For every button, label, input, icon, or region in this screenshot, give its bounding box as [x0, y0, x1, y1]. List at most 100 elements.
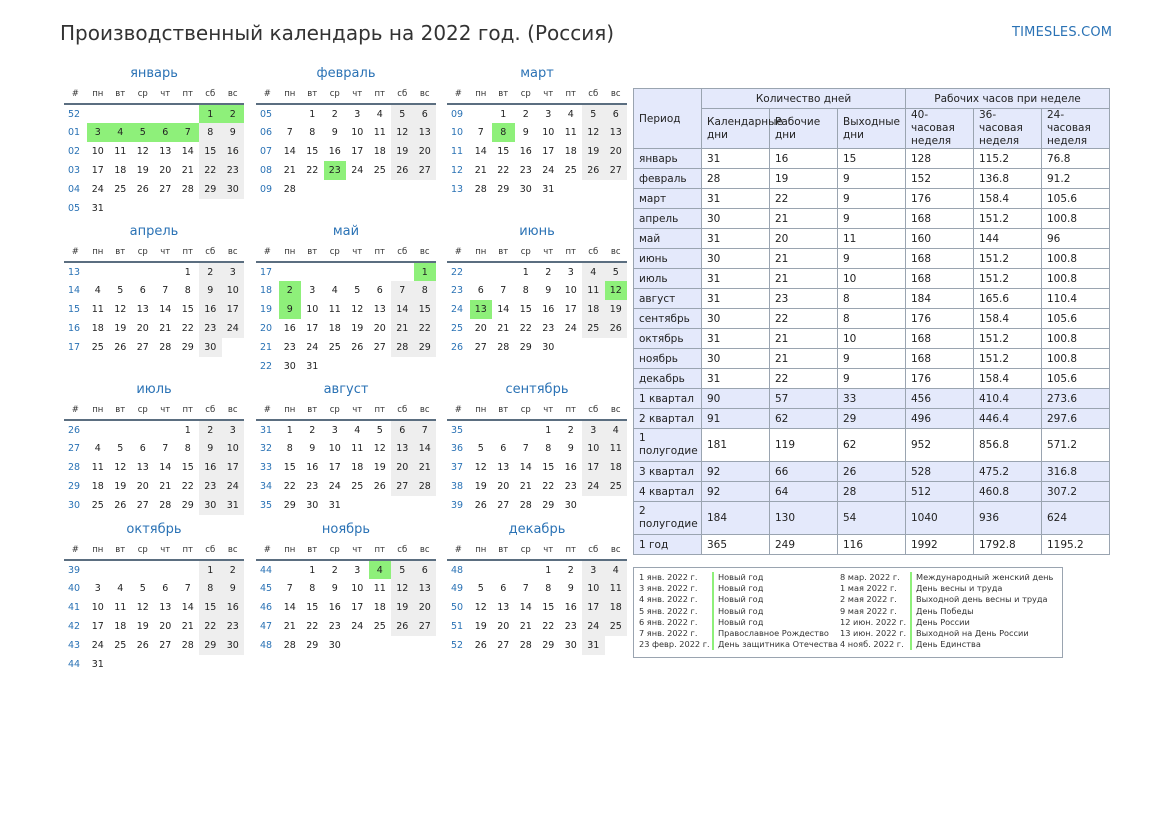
value-cell: 100.8: [1041, 268, 1110, 289]
weekday-header: чт: [154, 400, 177, 421]
day-cell: 20: [497, 621, 510, 632]
weekday-header: вт: [109, 242, 132, 263]
site-link[interactable]: TIMESLES.COM: [1012, 25, 1113, 40]
day-cell: 19: [351, 323, 364, 334]
day-cell: 18: [114, 621, 127, 632]
day-cell: 30: [283, 361, 296, 372]
week-row: 47 21 22 23 24 25 26 27: [256, 617, 436, 636]
day-cell: 12: [114, 462, 127, 473]
value-cell: 152: [905, 168, 974, 189]
weekday-header: вт: [109, 400, 132, 421]
day-cell: [414, 180, 437, 199]
weekday-header: вс: [221, 400, 244, 421]
weekday-header-row: # пн вт ср чт пт сб вс: [256, 400, 436, 421]
day-cell: 8: [522, 285, 529, 296]
day-cell: 19: [474, 621, 487, 632]
weekday-header: пн: [278, 84, 301, 105]
day-cell: 16: [542, 304, 555, 315]
weekday-header-row: # пн вт ср чт пт сб вс: [447, 242, 627, 263]
day-cell: 20: [497, 481, 510, 492]
stats-row: 2 полугодие 184 130 54 1040 936 624: [633, 501, 1110, 535]
day-cell: 4: [604, 420, 627, 439]
week-number: 31: [260, 424, 273, 436]
day-cell: 6: [139, 443, 146, 454]
holiday-date: 1 мая 2022 г.: [840, 583, 897, 594]
week-row: 25 20 21 22 23 24 25 26: [447, 319, 627, 338]
weekday-header: чт: [346, 400, 369, 421]
week-number: 22: [451, 266, 464, 278]
day-cell: 20: [391, 458, 414, 477]
value-cell: 316.8: [1041, 461, 1110, 482]
day-cell: 10: [351, 127, 364, 138]
holiday-date: 9 мая 2022 г.: [840, 605, 897, 616]
weekday-header: ср: [131, 242, 154, 263]
day-cell: 8: [309, 583, 316, 594]
stats-row: июнь 30 21 9 168 151.2 100.8: [633, 248, 1110, 269]
day-cell: 5: [391, 560, 414, 579]
day-cell: 1: [199, 560, 222, 579]
month-table: # пн вт ср чт пт сб вс 13 1 2 3 14 4 5 6 7 8 9 10 15 11 12 13 14…: [64, 242, 244, 357]
day-cell: 24: [582, 617, 605, 636]
week-number: 26: [451, 342, 464, 353]
day-cell: [132, 104, 155, 123]
week-number: 41: [68, 602, 81, 613]
day-cell: 31: [306, 361, 319, 372]
stats-row: ноябрь 30 21 9 168 151.2 100.8: [633, 348, 1110, 369]
value-cell: 30: [701, 308, 770, 329]
day-cell: 6: [413, 560, 436, 579]
day-cell: 19: [114, 323, 127, 334]
weekday-header: вс: [221, 84, 244, 105]
day-cell: [492, 262, 515, 281]
week-number: 17: [260, 266, 273, 278]
month-block: февраль # пн вт ср чт пт сб вс 05 1 2 3 4 5 6 06 7 8 9 10 11 1…: [256, 64, 436, 199]
day-cell: 30: [306, 500, 319, 511]
weekday-header: ср: [514, 84, 537, 105]
week-row: 52 26 27 28 29 30 31: [447, 636, 627, 655]
week-row: 37 12 13 14 15 16 17 18: [447, 458, 627, 477]
day-cell: 3: [582, 420, 605, 439]
weekday-header: чт: [537, 242, 560, 263]
weekday-header: вс: [604, 400, 627, 421]
day-cell: 11: [564, 127, 577, 138]
week-row: 03 17 18 19 20 21 22 23: [64, 161, 244, 180]
day-cell: 1: [184, 424, 191, 436]
weekday-header: вт: [109, 540, 132, 561]
day-cell: 15: [199, 142, 222, 161]
holiday-name: Международный женский день: [910, 572, 1057, 584]
weekday-header: вт: [492, 84, 515, 105]
day-cell: [414, 357, 437, 376]
day-cell: 28: [497, 342, 510, 353]
day-cell: 23: [283, 342, 296, 353]
day-cell: 27: [474, 342, 487, 353]
weekday-header: пн: [469, 400, 492, 421]
day-cell: 28: [391, 338, 414, 357]
day-cell: 25: [114, 640, 127, 651]
weekday-header: пт: [176, 242, 199, 263]
value-cell: 21: [769, 348, 838, 369]
day-cell: [346, 496, 369, 515]
day-cell: 15: [413, 300, 436, 319]
weekday-header: сб: [391, 540, 414, 561]
day-cell: 17: [582, 598, 605, 617]
day-cell: 12: [136, 602, 149, 613]
day-cell: 2: [199, 420, 222, 439]
holiday-name: Православное Рождество: [712, 628, 840, 640]
stats-row: 1 год 365 249 116 1992 1792.8 1195.2: [633, 534, 1110, 555]
day-cell: 16: [328, 602, 341, 613]
day-cell: 6: [162, 583, 169, 594]
day-cell: 7: [184, 583, 191, 594]
week-number: 52: [68, 108, 81, 120]
week-number-header: #: [256, 84, 279, 105]
month-table: # пн вт ср чт пт сб вс 44 1 2 3 4 5 6 45 7 8 9 10 11 12 13 46 14…: [256, 540, 436, 655]
day-cell: 27: [497, 640, 510, 651]
weekday-header: сб: [582, 84, 605, 105]
week-row: 48 1 2 3 4: [447, 560, 627, 579]
holiday-date: 5 янв. 2022 г.: [639, 605, 698, 616]
day-cell: [87, 262, 110, 281]
month-block: май # пн вт ср чт пт сб вс 17 1 18 2 3 4 5 6 7 8 19 9 10 11 12 1…: [256, 222, 436, 376]
day-cell: 11: [351, 443, 364, 454]
day-cell: 16: [221, 598, 244, 617]
week-number: 10: [451, 127, 464, 138]
week-number-header: #: [256, 400, 279, 421]
week-row: 46 14 15 16 17 18 19 20: [256, 598, 436, 617]
